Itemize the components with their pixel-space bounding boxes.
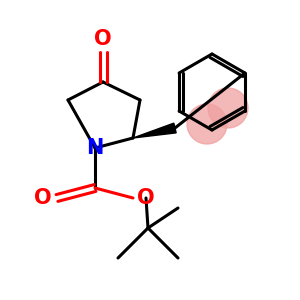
Circle shape <box>187 104 227 144</box>
Circle shape <box>208 88 248 128</box>
Text: O: O <box>34 188 52 208</box>
Text: O: O <box>94 29 112 49</box>
Text: O: O <box>137 188 155 208</box>
Polygon shape <box>133 123 176 138</box>
Text: N: N <box>86 138 104 158</box>
